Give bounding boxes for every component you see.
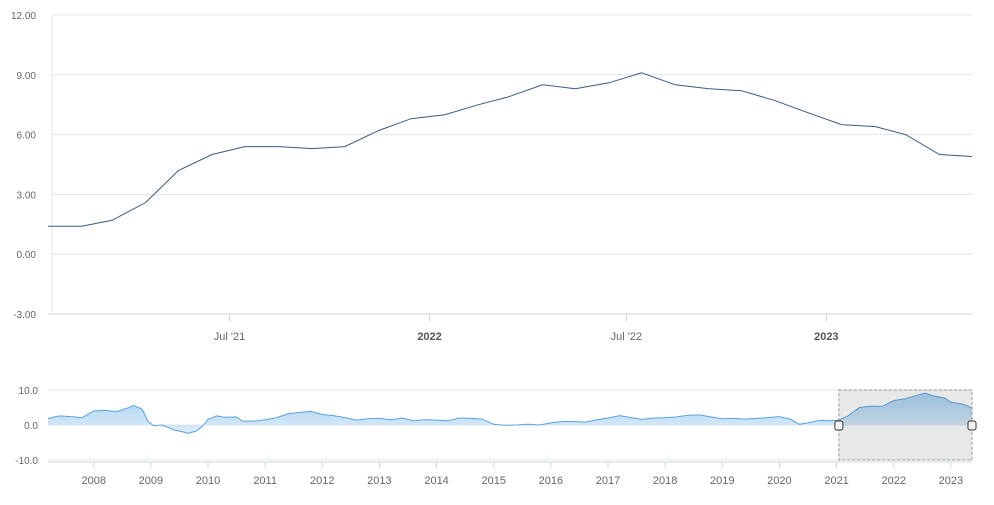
- navigator-x-tick-label: 2010: [196, 475, 220, 487]
- navigator-x-tick-label: 2015: [481, 475, 505, 487]
- main-y-tick-label: -3.00: [13, 310, 36, 321]
- main-x-tick-label: Jul '22: [611, 331, 642, 343]
- navigator-x-axis: 2008 2009 2010 2011 2012 2013 2014 2015 2016 2017…: [48, 461, 972, 487]
- navigator-handle-left[interactable]: [834, 420, 844, 431]
- main-series: [48, 72, 973, 227]
- navigator-series: [47, 392, 973, 434]
- main-y-tick-label: 9.00: [17, 71, 37, 82]
- main-y-tick-label: 6.00: [17, 131, 37, 142]
- navigator-y-tick-label: 0.0: [24, 421, 38, 432]
- navigator-area: [48, 393, 972, 434]
- navigator-x-tick-label: 2022: [881, 475, 905, 487]
- navigator-x-tick-label: 2019: [710, 475, 734, 487]
- main-y-tick-label: 12.00: [11, 11, 36, 22]
- navigator-x-tick-label: 2012: [310, 475, 334, 487]
- navigator-x-tick-label: 2011: [253, 475, 277, 487]
- navigator-selection[interactable]: [834, 389, 977, 461]
- main-x-tick-label: 2022: [417, 331, 441, 343]
- main-x-axis: Jul '21 2022 Jul '22 2023: [214, 314, 839, 343]
- main-grid: [48, 14, 972, 315]
- navigator-x-tick-label: 2017: [596, 475, 620, 487]
- navigator-x-tick-label: 2018: [653, 475, 677, 487]
- main-x-tick-label: 2023: [814, 331, 838, 343]
- navigator-y-tick-label: 10.0: [19, 386, 39, 397]
- navigator-selection-window[interactable]: [838, 389, 973, 461]
- navigator-x-tick-label: 2016: [539, 475, 563, 487]
- navigator-y-tick-label: -10.0: [15, 456, 38, 467]
- navigator-x-tick-label: 2020: [767, 475, 791, 487]
- navigator-handle-right[interactable]: [967, 420, 977, 431]
- main-y-axis: 12.00 9.00 6.00 3.00 0.00 -3.00: [11, 11, 36, 321]
- main-x-tick-label: Jul '21: [214, 331, 245, 343]
- navigator-x-tick-label: 2009: [139, 475, 163, 487]
- main-y-tick-label: 3.00: [17, 190, 37, 201]
- navigator-x-tick-label: 2023: [939, 475, 963, 487]
- navigator-x-tick-label: 2021: [824, 475, 848, 487]
- navigator-x-tick-label: 2008: [81, 475, 105, 487]
- navigator-y-axis: 10.0 0.0 -10.0: [15, 386, 38, 467]
- navigator-x-tick-label: 2014: [424, 475, 448, 487]
- navigator-line: [47, 392, 973, 434]
- main-y-tick-label: 0.00: [17, 250, 37, 261]
- navigator-x-tick-label: 2013: [367, 475, 391, 487]
- main-series-line: [48, 72, 973, 227]
